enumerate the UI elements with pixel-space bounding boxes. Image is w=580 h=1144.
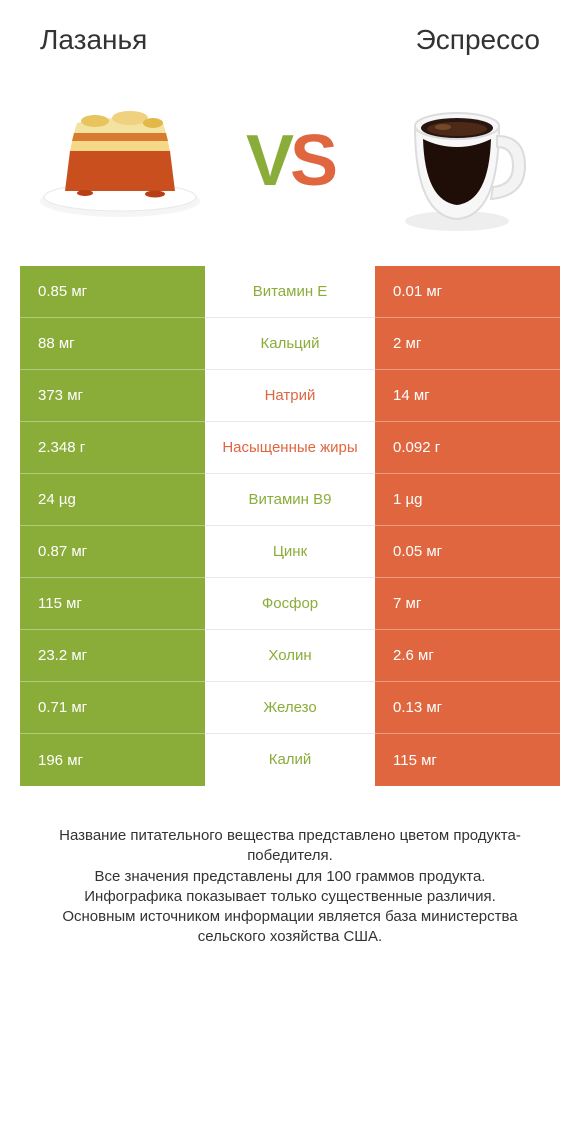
cell-left: 196 мг — [20, 734, 205, 786]
cell-nutrient: Насыщенные жиры — [205, 422, 375, 474]
lasagna-image — [30, 86, 210, 236]
title-right: Эспрессо — [416, 24, 540, 56]
cell-right: 0.13 мг — [375, 682, 560, 734]
cell-right: 1 µg — [375, 474, 560, 526]
cell-right: 14 мг — [375, 370, 560, 422]
cell-nutrient: Витамин E — [205, 266, 375, 318]
cell-nutrient: Цинк — [205, 526, 375, 578]
cell-nutrient: Железо — [205, 682, 375, 734]
cell-right: 2 мг — [375, 318, 560, 370]
cell-nutrient: Натрий — [205, 370, 375, 422]
cell-left: 0.71 мг — [20, 682, 205, 734]
cell-nutrient: Кальций — [205, 318, 375, 370]
footnote-line: Все значения представлены для 100 граммо… — [28, 867, 552, 887]
title-left: Лазанья — [40, 24, 147, 56]
comparison-table: 0.85 мгВитамин E0.01 мг88 мгКальций2 мг3… — [0, 266, 580, 786]
cell-nutrient: Фосфор — [205, 578, 375, 630]
cell-left: 0.87 мг — [20, 526, 205, 578]
vs-v: V — [246, 121, 290, 201]
table-row: 24 µgВитамин B91 µg — [20, 474, 560, 526]
table-row: 0.87 мгЦинк0.05 мг — [20, 526, 560, 578]
cell-left: 0.85 мг — [20, 266, 205, 318]
table-row: 115 мгФосфор7 мг — [20, 578, 560, 630]
cell-right: 0.01 мг — [375, 266, 560, 318]
cell-right: 7 мг — [375, 578, 560, 630]
cell-nutrient: Холин — [205, 630, 375, 682]
espresso-image — [370, 86, 550, 236]
table-row: 2.348 гНасыщенные жиры0.092 г — [20, 422, 560, 474]
cell-left: 23.2 мг — [20, 630, 205, 682]
footnote: Название питательного вещества представл… — [0, 786, 580, 948]
table-row: 0.71 мгЖелезо0.13 мг — [20, 682, 560, 734]
cell-left: 2.348 г — [20, 422, 205, 474]
header: Лазанья Эспрессо — [0, 0, 580, 66]
footnote-line: Основным источником информации является … — [28, 907, 552, 948]
cell-left: 373 мг — [20, 370, 205, 422]
table-row: 0.85 мгВитамин E0.01 мг — [20, 266, 560, 318]
footnote-line: Название питательного вещества представл… — [28, 826, 552, 867]
images-row: VS — [0, 66, 580, 266]
cell-left: 88 мг — [20, 318, 205, 370]
table-row: 196 мгКалий115 мг — [20, 734, 560, 786]
vs-label: VS — [246, 120, 334, 202]
table-row: 23.2 мгХолин2.6 мг — [20, 630, 560, 682]
table-row: 373 мгНатрий14 мг — [20, 370, 560, 422]
vs-s: S — [290, 121, 334, 201]
cell-left: 24 µg — [20, 474, 205, 526]
cell-right: 115 мг — [375, 734, 560, 786]
cell-right: 0.092 г — [375, 422, 560, 474]
table-row: 88 мгКальций2 мг — [20, 318, 560, 370]
cell-nutrient: Калий — [205, 734, 375, 786]
cell-left: 115 мг — [20, 578, 205, 630]
cell-right: 0.05 мг — [375, 526, 560, 578]
footnote-line: Инфографика показывает только существенн… — [28, 887, 552, 907]
cell-nutrient: Витамин B9 — [205, 474, 375, 526]
cell-right: 2.6 мг — [375, 630, 560, 682]
